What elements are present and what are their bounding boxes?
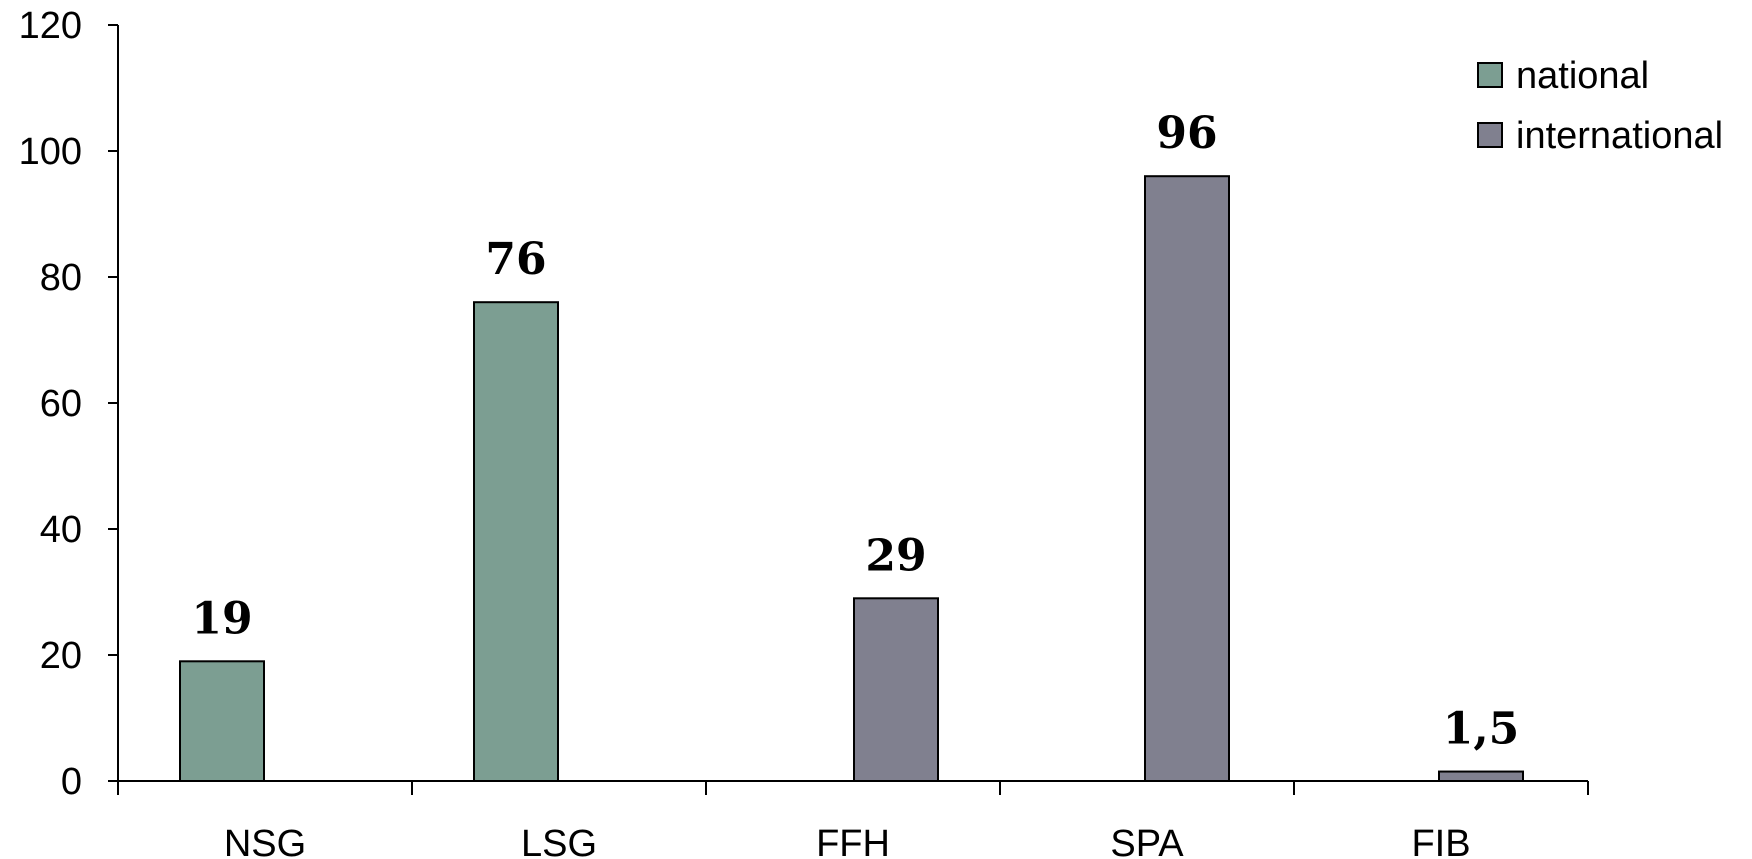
legend: national international	[1477, 55, 1723, 157]
bar-fib	[1438, 770, 1524, 782]
x-tick-label: FFH	[816, 823, 890, 859]
data-label-lsg: 76	[485, 234, 546, 285]
y-tick-label: 60	[40, 383, 82, 425]
y-tick-label: 0	[61, 761, 82, 803]
legend-label-national: national	[1516, 55, 1649, 97]
x-axis: NSG LSG FFH SPA FIB	[117, 780, 1589, 859]
y-tick-label: 80	[40, 257, 82, 299]
y-tick-label: 20	[40, 635, 82, 677]
y-tick-label: 120	[19, 5, 82, 47]
data-label-spa: 96	[1156, 108, 1217, 159]
x-tick-label: NSG	[224, 823, 306, 859]
bars	[179, 175, 1524, 782]
bar-nsg	[179, 660, 265, 782]
legend-label-international: international	[1516, 115, 1723, 157]
data-labels: 19 76 29 96 1,5	[191, 108, 1519, 754]
y-tick-label: 40	[40, 509, 82, 551]
y-axis: 0 20 40 60 80 100 120	[19, 5, 119, 803]
bar-spa	[1144, 175, 1230, 782]
bar-ffh	[853, 597, 939, 782]
data-label-nsg: 19	[191, 593, 252, 644]
x-tick-label: FIB	[1411, 823, 1470, 859]
data-label-fib: 1,5	[1443, 704, 1520, 755]
y-tick-label: 100	[19, 131, 82, 173]
legend-swatch-national	[1477, 62, 1503, 88]
data-label-ffh: 29	[865, 530, 926, 581]
legend-swatch-international	[1477, 122, 1503, 148]
x-tick-label: LSG	[521, 823, 597, 859]
x-tick-label: SPA	[1110, 823, 1184, 859]
bar-lsg	[473, 301, 559, 782]
